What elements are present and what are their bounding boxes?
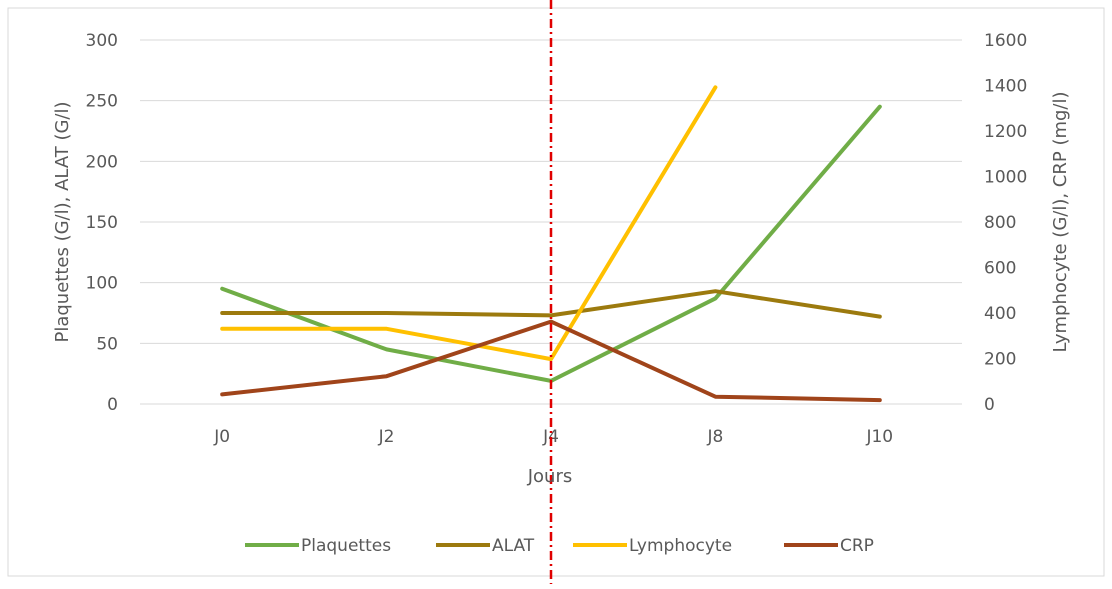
left-tick-label: 100 <box>86 274 118 294</box>
chart-frame <box>7 7 1105 577</box>
right-tick-label: 200 <box>984 350 1016 370</box>
right-tick-label: 1200 <box>984 122 1027 142</box>
legend-label: ALAT <box>492 536 535 556</box>
x-axis-ticks: J0J2J4J8J10 <box>213 427 893 447</box>
right-tick-label: 0 <box>984 395 995 415</box>
left-tick-label: 150 <box>86 213 118 233</box>
left-tick-label: 50 <box>96 334 118 354</box>
x-tick-label: J8 <box>706 427 723 447</box>
x-axis-title: Jours <box>527 466 573 487</box>
left-axis-title: Plaquettes (G/l), ALAT (G/l) <box>52 101 73 342</box>
left-axis-ticks: 0 50 100 150 200 250 300 <box>86 31 118 415</box>
right-tick-label: 1000 <box>984 168 1027 188</box>
x-tick-label: J10 <box>865 427 893 447</box>
right-tick-label: 400 <box>984 304 1016 324</box>
left-tick-label: 0 <box>107 395 118 415</box>
right-tick-label: 800 <box>984 213 1016 233</box>
right-axis-ticks: 0 200 400 600 800 1000 1200 1400 1600 <box>984 31 1027 415</box>
right-axis-title: Lymphocyte (G/l), CRP (mg/l) <box>1050 91 1071 352</box>
x-tick-label: J2 <box>378 427 395 447</box>
series-line <box>220 85 718 362</box>
legend-label: CRP <box>840 536 874 556</box>
right-tick-label: 600 <box>984 259 1016 279</box>
x-tick-label: J0 <box>213 427 230 447</box>
series-line <box>220 319 882 403</box>
legend: Plaquettes ALAT Lymphocyte CRP <box>245 536 874 556</box>
right-tick-label: 1400 <box>984 77 1027 97</box>
legend-label: Lymphocyte <box>629 536 732 556</box>
legend-label: Plaquettes <box>301 536 391 556</box>
left-tick-label: 250 <box>86 92 118 112</box>
series-line <box>220 289 882 319</box>
left-tick-label: 200 <box>86 152 118 172</box>
left-tick-label: 300 <box>86 31 118 51</box>
right-tick-label: 1600 <box>984 31 1027 51</box>
